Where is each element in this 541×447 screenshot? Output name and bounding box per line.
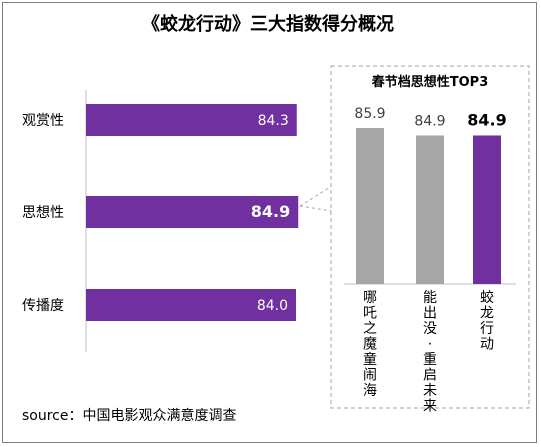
inset-title: 春节档思想性TOP3 <box>371 74 489 90</box>
inset-bar <box>356 128 384 284</box>
inset-data-label: 85.9 <box>354 106 385 122</box>
source-note: source：中国电影观众满意度调查 <box>22 407 237 424</box>
inset-category-label: 哪吒之魔童闹海 <box>363 290 377 399</box>
main-bar <box>86 196 299 228</box>
inset-category-label: 能出没·重启未来 <box>423 290 437 415</box>
main-category-label: 观赏性 <box>22 113 64 129</box>
chart-title: 《蛟龙行动》三大指数得分概况 <box>142 13 394 35</box>
main-category-label: 思想性 <box>22 205 64 221</box>
main-data-label: 84.0 <box>257 298 288 314</box>
inset-bar <box>473 135 501 284</box>
inset-data-label: 84.9 <box>467 110 506 129</box>
inset-bars: 85.9 哪吒之魔童闹海 84.9 能出没·重启未来 84.9 蛟龙行动 <box>354 106 506 415</box>
main-bars: 观赏性 84.3 思想性 84.9 传播度 84.0 <box>22 104 299 321</box>
main-bar <box>86 104 297 136</box>
main-data-label: 84.3 <box>258 113 289 129</box>
inset-bar <box>416 135 444 284</box>
inset-category-label: 蛟龙行动 <box>480 290 494 353</box>
main-data-label: 84.9 <box>251 202 290 221</box>
connector-line-lower <box>299 205 333 212</box>
main-bar <box>86 289 296 321</box>
inset-data-label: 84.9 <box>414 113 445 129</box>
connector-line-upper <box>299 185 333 207</box>
main-category-label: 传播度 <box>22 298 64 314</box>
